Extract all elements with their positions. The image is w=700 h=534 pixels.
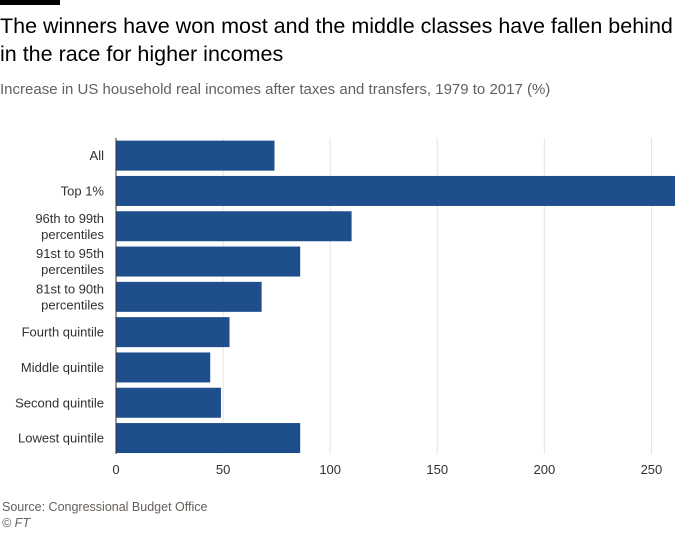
category-label: 81st to 90th percentiles xyxy=(36,281,104,312)
bar xyxy=(116,281,262,312)
category-label: 91st to 95th percentiles xyxy=(36,246,104,277)
category-label: Fourth quintile xyxy=(22,325,104,340)
source-note: Source: Congressional Budget Office xyxy=(2,500,208,514)
chart-title: The winners have won most and the middle… xyxy=(0,14,673,66)
bar xyxy=(116,387,221,418)
bar xyxy=(116,317,230,348)
top-rule xyxy=(0,0,60,5)
category-label: Middle quintile xyxy=(21,360,104,375)
x-tick-label: 200 xyxy=(534,462,556,477)
bar xyxy=(116,175,675,206)
category-label: All xyxy=(90,148,105,163)
bar xyxy=(116,246,301,277)
x-tick-label: 250 xyxy=(641,462,663,477)
x-tick-label: 0 xyxy=(112,462,119,477)
bar xyxy=(116,140,275,171)
bar xyxy=(116,211,352,242)
category-label: Lowest quintile xyxy=(18,431,104,446)
credit-note: © FT xyxy=(2,516,30,530)
x-tick-label: 100 xyxy=(319,462,341,477)
chart-subtitle: Increase in US household real incomes af… xyxy=(0,81,551,98)
category-label: Second quintile xyxy=(15,395,104,410)
category-label: 96th to 99th percentiles xyxy=(35,211,104,242)
x-tick-label: 150 xyxy=(426,462,448,477)
bar xyxy=(116,352,211,383)
bar xyxy=(116,423,301,454)
x-tick-label: 50 xyxy=(216,462,230,477)
category-label: Top 1% xyxy=(61,183,105,198)
